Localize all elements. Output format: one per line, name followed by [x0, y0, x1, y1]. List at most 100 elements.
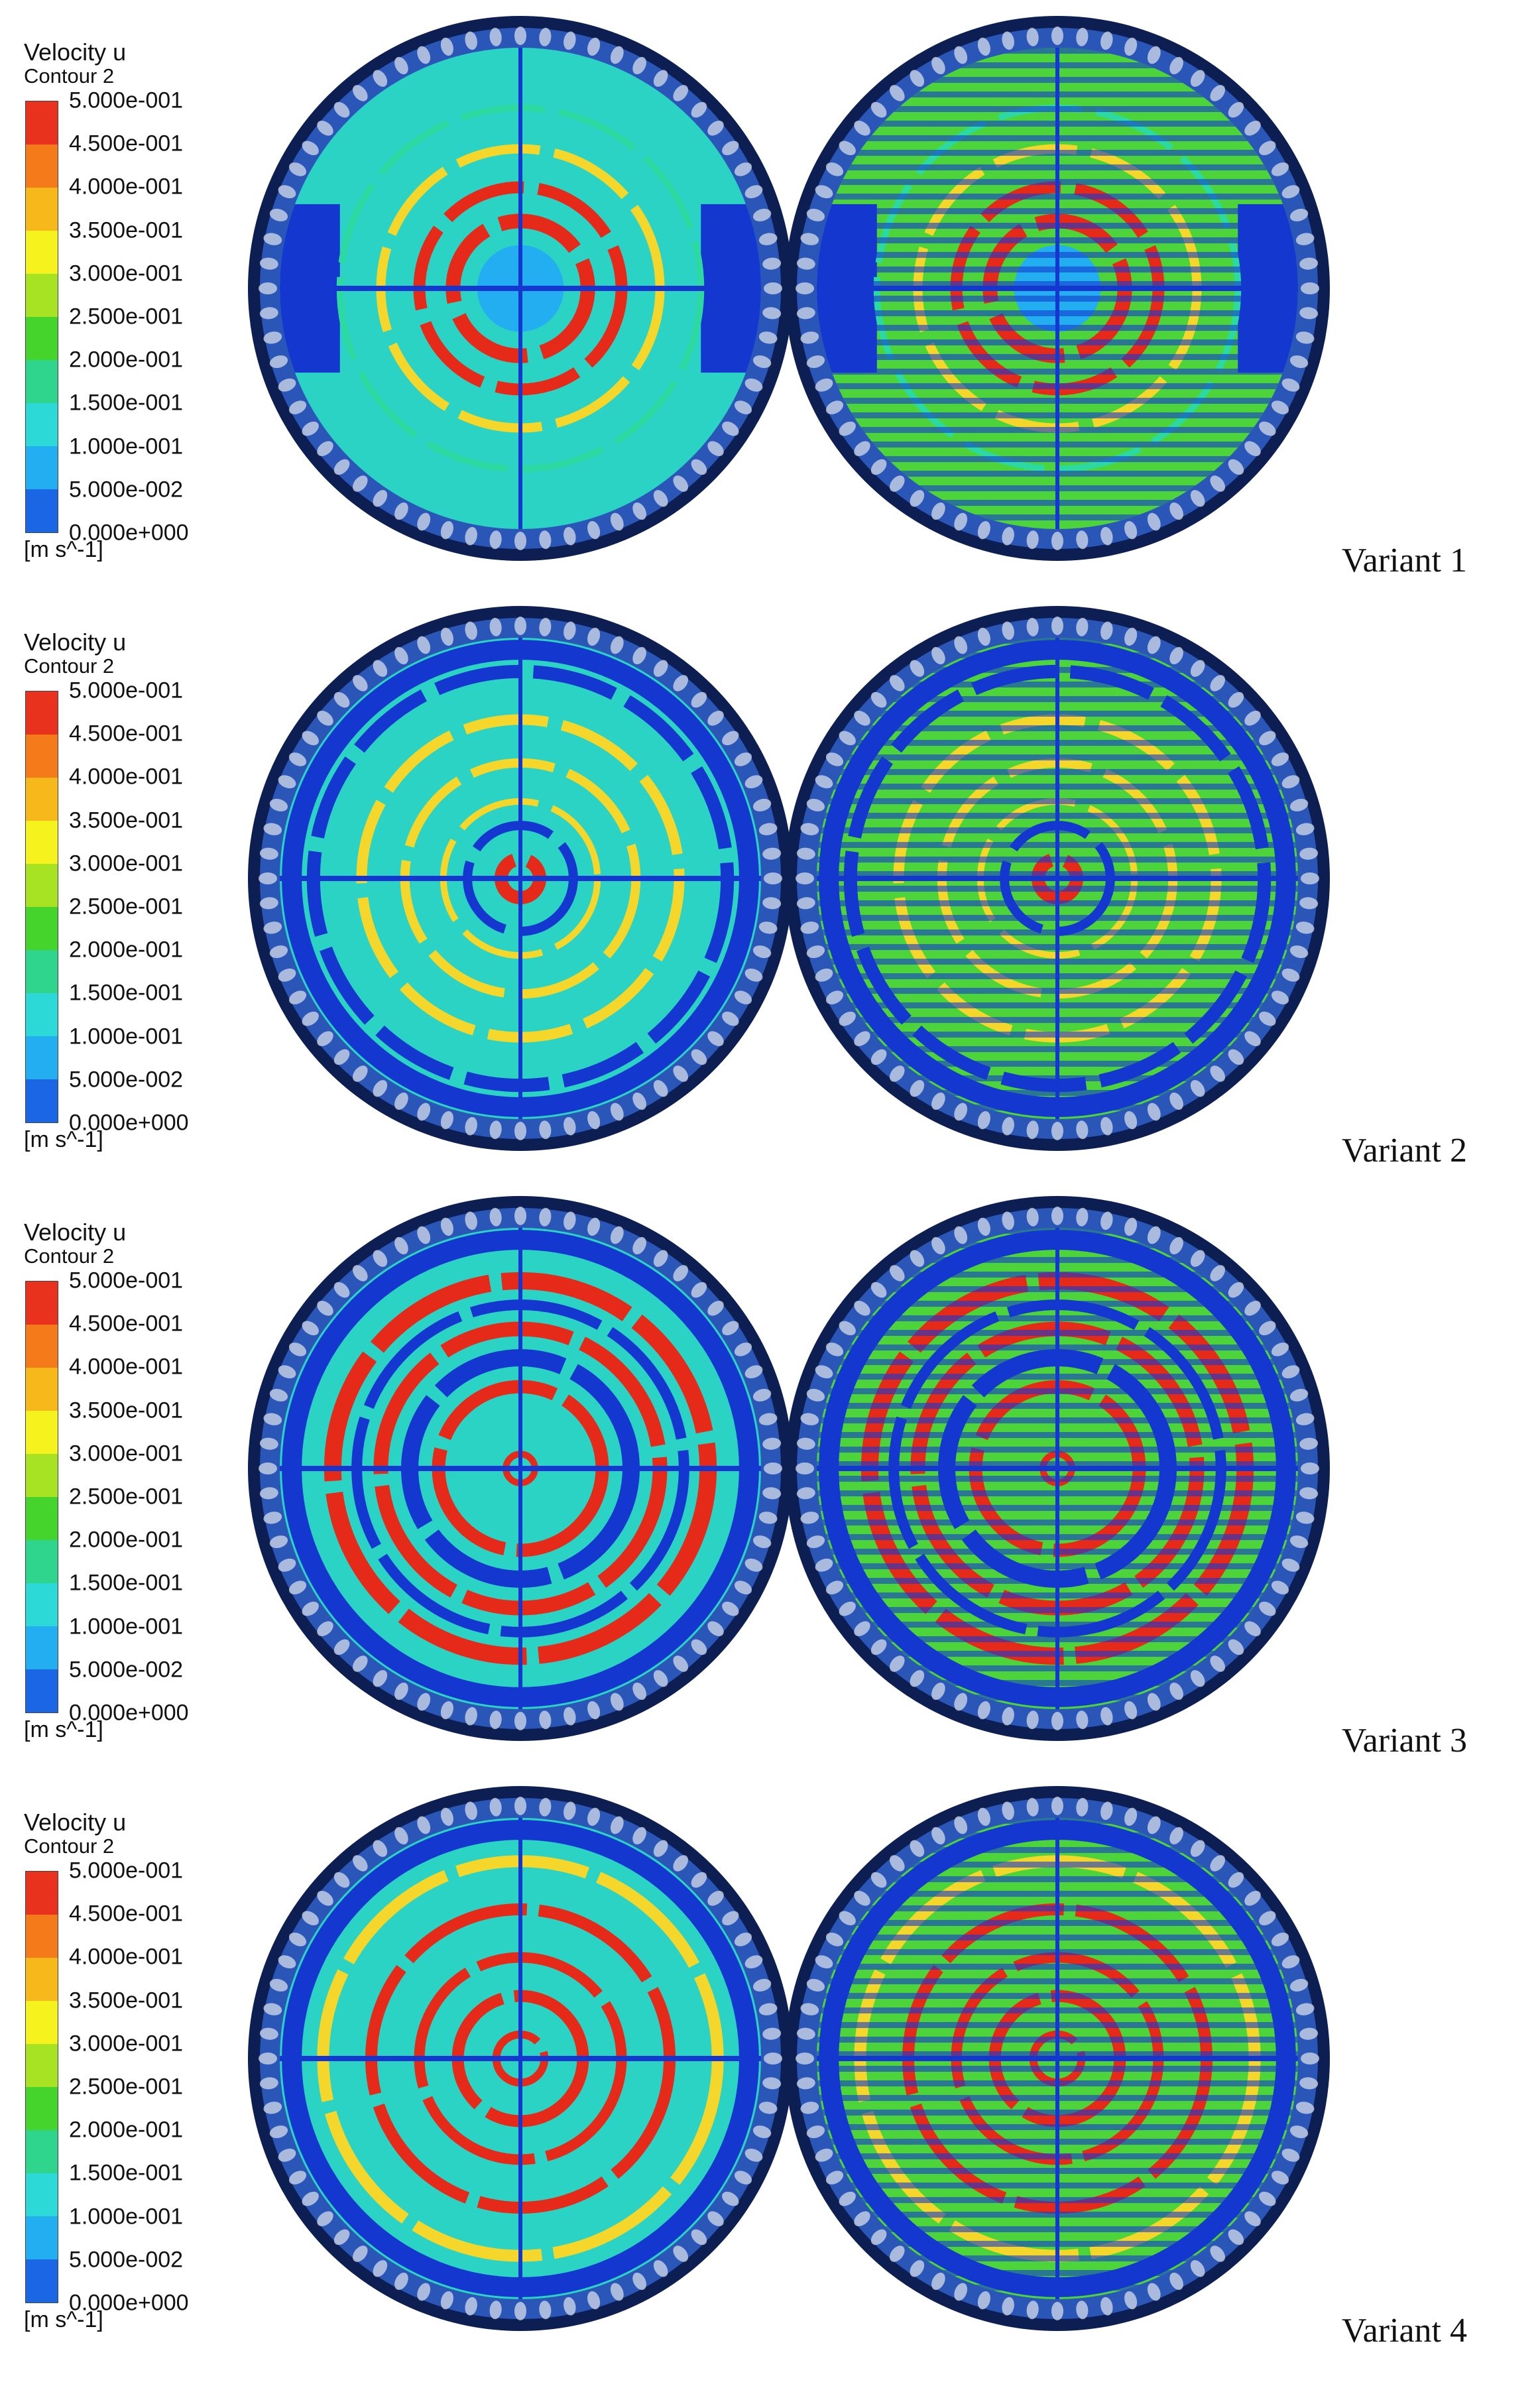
rim-hole: [610, 1693, 624, 1711]
rim-hole: [954, 512, 968, 531]
legend-tick-label: 1.000e-001: [69, 434, 184, 459]
legend-tick-label: 1.500e-001: [69, 390, 184, 416]
velocity-field: [817, 638, 1298, 1119]
rim-hole: [1289, 1978, 1309, 1992]
rim-hole: [1076, 1207, 1089, 1226]
velocity-field: [280, 48, 761, 529]
rim-hole: [691, 1639, 707, 1655]
rim-hole: [317, 711, 333, 726]
legend-tick-label: 2.500e-001: [69, 304, 184, 329]
rim-hole: [722, 731, 739, 746]
color-swatch: [26, 2173, 58, 2216]
rim-hole: [269, 945, 288, 959]
rim-hole: [815, 1365, 833, 1379]
rim-hole: [440, 1807, 453, 1826]
rim-hole: [1147, 1226, 1161, 1244]
rim-hole: [1259, 2191, 1276, 2206]
rim-hole: [1051, 617, 1063, 635]
rim-hole: [373, 1670, 388, 1687]
rim-hole: [800, 2003, 819, 2015]
rim-hole: [1210, 1855, 1225, 1872]
rim-hole: [373, 70, 388, 87]
rim-hole: [1002, 621, 1014, 640]
rim-hole: [839, 421, 856, 436]
rim-hole: [632, 502, 646, 520]
velocity-field: [817, 1228, 1298, 1709]
color-scale-bar: [25, 1871, 58, 2303]
rim-hole: [796, 2077, 815, 2090]
rim-hole: [1190, 1840, 1205, 1857]
color-swatch: [26, 101, 58, 145]
rim-hole: [302, 421, 319, 436]
rim-hole: [353, 1265, 368, 1282]
contour-disc: [248, 16, 793, 561]
rim-hole: [302, 141, 319, 156]
velocity-field: [280, 638, 761, 1119]
rim-hole: [539, 1710, 552, 1730]
rim-hole: [954, 636, 968, 654]
rim-hole: [610, 2283, 624, 2301]
rim-hole: [800, 233, 819, 245]
rim-hole: [1100, 1706, 1113, 1726]
rim-hole: [1295, 233, 1315, 245]
rim-hole: [1299, 897, 1319, 910]
rim-hole: [1190, 70, 1205, 87]
rim-hole: [977, 1701, 990, 1720]
rim-hole: [854, 121, 870, 136]
rim-hole: [1100, 1801, 1113, 1821]
rim-hole: [954, 46, 968, 64]
legend-tick-label: 3.500e-001: [69, 1398, 184, 1423]
rim-hole: [353, 1065, 368, 1082]
rim-hole: [839, 1321, 856, 1336]
rim-hole: [1271, 990, 1289, 1004]
contour-disc: [248, 1786, 793, 2331]
color-swatch: [26, 1036, 58, 1079]
rim-hole: [815, 2148, 833, 2162]
color-swatch: [26, 993, 58, 1036]
color-swatch: [26, 145, 58, 188]
rim-hole: [1147, 636, 1161, 654]
rim-hole: [373, 660, 388, 677]
color-legend: Velocity u Contour 2 5.000e-001 4.500e-001 4…: [20, 40, 239, 563]
rim-hole: [653, 1670, 668, 1687]
rim-hole: [465, 1211, 477, 1230]
rim-hole: [489, 617, 502, 636]
legend-tick-label: 2.500e-001: [69, 1484, 184, 1510]
color-swatch: [26, 1282, 58, 1325]
rim-hole: [691, 691, 707, 708]
rim-hole: [800, 331, 819, 344]
rim-hole: [762, 257, 782, 270]
color-swatch: [26, 317, 58, 360]
rim-hole: [465, 2297, 477, 2316]
rim-hole: [977, 1217, 990, 1236]
rim-hole: [752, 355, 772, 369]
rim-hole: [1295, 331, 1315, 344]
rim-hole: [673, 1065, 688, 1082]
legend-title: Velocity u: [24, 1809, 127, 1836]
rim-hole: [1259, 1011, 1276, 1026]
legend-tick-label: 3.500e-001: [69, 217, 184, 243]
rim-hole: [563, 526, 576, 546]
rim-hole: [796, 2053, 814, 2064]
legend-tick-label: 4.000e-001: [69, 764, 184, 790]
color-swatch: [26, 1540, 58, 1583]
rim-hole: [1289, 208, 1309, 221]
rim-hole: [931, 1092, 945, 1110]
rim-hole: [815, 1955, 833, 1969]
rim-hole: [691, 1872, 707, 1888]
color-swatch: [26, 864, 58, 907]
rim-hole: [839, 1911, 856, 1926]
rim-hole: [931, 646, 945, 665]
rim-hole: [373, 1080, 388, 1097]
rim-hole: [269, 1978, 288, 1992]
rim-hole: [1002, 31, 1014, 50]
rim-hole: [489, 530, 502, 550]
rim-hole: [394, 1682, 408, 1701]
rim-hole: [302, 2191, 319, 2206]
rim-hole: [977, 627, 990, 646]
legend-tick-label: 4.500e-001: [69, 1311, 184, 1337]
rim-hole: [489, 1710, 502, 1730]
rim-hole: [734, 400, 752, 414]
rim-hole: [673, 1265, 688, 1282]
rim-hole: [854, 711, 870, 726]
